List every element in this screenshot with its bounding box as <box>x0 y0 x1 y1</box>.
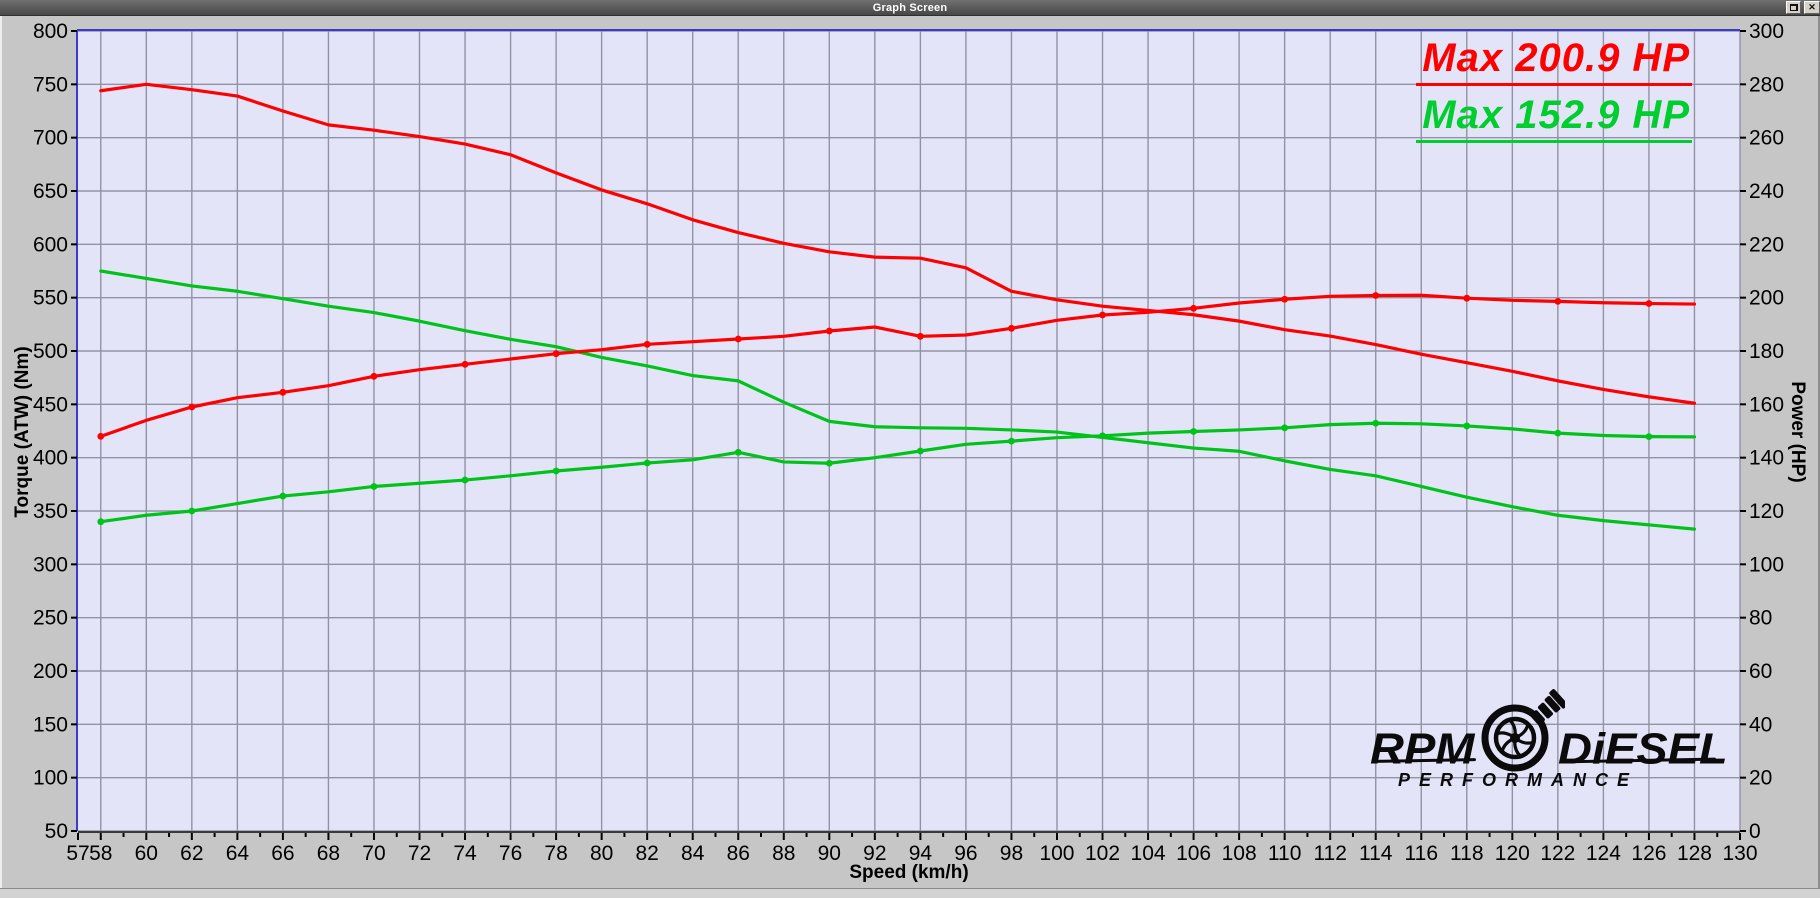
svg-text:102: 102 <box>1085 842 1120 865</box>
right-axis-title: Power (HP) <box>1787 381 1808 483</box>
svg-text:60: 60 <box>1749 660 1772 683</box>
svg-text:350: 350 <box>33 500 68 523</box>
svg-text:70: 70 <box>362 842 385 865</box>
max-power-annotation-green: Max 152.9 HP <box>1416 93 1692 143</box>
svg-text:750: 750 <box>33 73 68 96</box>
svg-text:700: 700 <box>33 127 68 150</box>
max-power-annotation-red: Max 200.9 HP <box>1416 36 1692 86</box>
svg-text:72: 72 <box>408 842 431 865</box>
svg-text:80: 80 <box>590 842 613 865</box>
svg-text:50: 50 <box>45 820 68 843</box>
svg-text:92: 92 <box>863 842 886 865</box>
svg-text:90: 90 <box>818 842 841 865</box>
max-power-annotations: Max 200.9 HP Max 152.9 HP <box>1416 36 1692 150</box>
svg-text:140: 140 <box>1749 447 1784 470</box>
svg-text:260: 260 <box>1749 127 1784 150</box>
svg-text:300: 300 <box>1749 20 1784 43</box>
svg-text:106: 106 <box>1176 842 1211 865</box>
svg-text:200: 200 <box>1749 287 1784 310</box>
svg-text:40: 40 <box>1749 713 1772 736</box>
svg-text:84: 84 <box>681 842 705 865</box>
svg-text:58: 58 <box>89 842 112 865</box>
svg-text:128: 128 <box>1677 842 1712 865</box>
svg-text:108: 108 <box>1222 842 1257 865</box>
svg-text:450: 450 <box>33 393 68 416</box>
svg-text:650: 650 <box>33 180 68 203</box>
restore-icon <box>1789 4 1798 11</box>
svg-text:100: 100 <box>1039 842 1074 865</box>
svg-text:118: 118 <box>1450 842 1483 865</box>
x-axis-title: Speed (km/h) <box>849 862 969 883</box>
svg-text:86: 86 <box>727 842 750 865</box>
left-axis-title: Torque (ATW) (Nm) <box>12 346 33 518</box>
svg-text:68: 68 <box>317 842 340 865</box>
logo-performance-text: PERFORMANCE <box>1397 770 1638 790</box>
svg-text:80: 80 <box>1749 607 1772 630</box>
svg-text:88: 88 <box>772 842 795 865</box>
logo-diesel-text: DiESEL <box>1558 724 1728 773</box>
svg-text:220: 220 <box>1749 233 1784 256</box>
svg-text:280: 280 <box>1749 73 1784 96</box>
svg-text:124: 124 <box>1586 842 1621 865</box>
svg-text:114: 114 <box>1359 842 1393 865</box>
rpm-diesel-logo: RPM <box>1368 664 1728 799</box>
svg-text:200: 200 <box>33 660 68 683</box>
turbo-icon <box>1481 689 1565 772</box>
svg-text:120: 120 <box>1495 842 1530 865</box>
svg-text:0: 0 <box>1749 820 1761 843</box>
svg-text:60: 60 <box>135 842 158 865</box>
window-title: Graph Screen <box>872 1 948 14</box>
svg-text:74: 74 <box>453 842 477 865</box>
svg-text:76: 76 <box>499 842 522 865</box>
svg-text:120: 120 <box>1749 500 1784 523</box>
svg-text:57: 57 <box>66 842 89 865</box>
svg-text:78: 78 <box>544 842 567 865</box>
svg-text:66: 66 <box>271 842 294 865</box>
svg-text:116: 116 <box>1405 842 1438 865</box>
svg-text:250: 250 <box>33 607 68 630</box>
svg-text:122: 122 <box>1540 842 1575 865</box>
svg-text:64: 64 <box>226 842 250 865</box>
bottom-divider <box>0 888 1820 898</box>
svg-text:62: 62 <box>180 842 203 865</box>
svg-text:160: 160 <box>1749 393 1784 416</box>
svg-text:100: 100 <box>1749 553 1784 576</box>
restore-window-button[interactable] <box>1786 1 1801 14</box>
svg-text:300: 300 <box>33 553 68 576</box>
svg-text:112: 112 <box>1313 842 1346 865</box>
svg-text:94: 94 <box>909 842 933 865</box>
logo-rpm-text: RPM <box>1370 724 1475 773</box>
svg-text:400: 400 <box>33 447 68 470</box>
svg-text:130: 130 <box>1722 842 1757 865</box>
svg-text:240: 240 <box>1749 180 1784 203</box>
svg-text:500: 500 <box>33 340 68 363</box>
svg-text:150: 150 <box>33 713 68 736</box>
close-icon: ✕ <box>1808 2 1816 12</box>
svg-text:550: 550 <box>33 287 68 310</box>
svg-text:96: 96 <box>954 842 977 865</box>
svg-text:110: 110 <box>1268 842 1301 865</box>
svg-text:104: 104 <box>1131 842 1166 865</box>
svg-text:800: 800 <box>33 20 68 43</box>
svg-text:100: 100 <box>33 767 68 790</box>
svg-text:98: 98 <box>1000 842 1023 865</box>
svg-text:180: 180 <box>1749 340 1784 363</box>
svg-text:20: 20 <box>1749 767 1772 790</box>
svg-text:600: 600 <box>33 233 68 256</box>
svg-text:126: 126 <box>1631 842 1666 865</box>
svg-text:82: 82 <box>635 842 658 865</box>
close-window-button[interactable]: ✕ <box>1804 1 1820 14</box>
title-bar[interactable]: Graph Screen <box>0 0 1820 16</box>
